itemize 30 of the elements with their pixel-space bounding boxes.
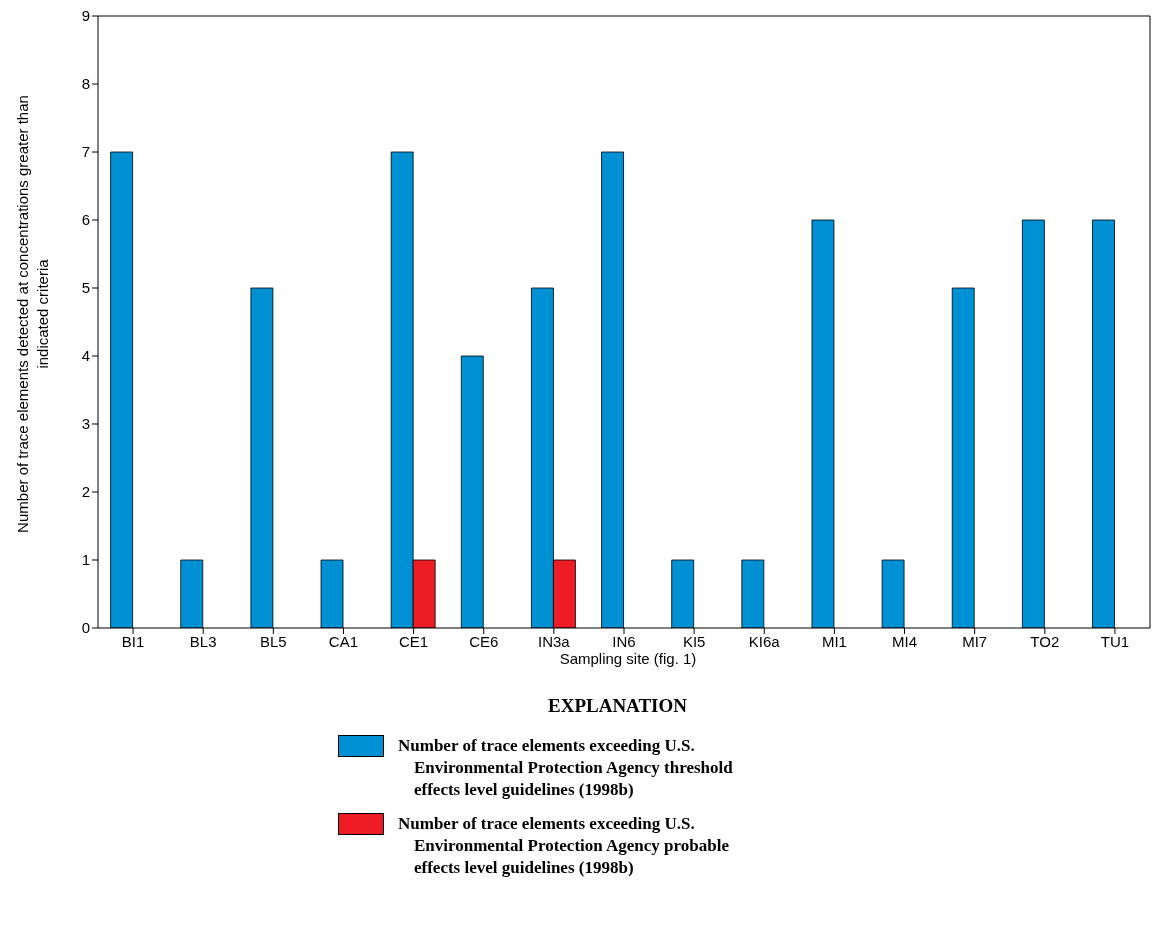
y-tick-label: 7 [81, 143, 90, 161]
x-tick-label: MI4 [892, 632, 918, 650]
x-tick-label: KI5 [682, 632, 706, 650]
x-tick-label: CE1 [399, 632, 429, 650]
x-tick-label: TU1 [1100, 632, 1130, 650]
legend-title: EXPLANATION [548, 695, 688, 717]
y-tick-label: 2 [81, 483, 90, 501]
x-tick-label: BL3 [189, 632, 217, 650]
y-tick-label: 9 [81, 7, 90, 25]
y-tick-label: 5 [81, 279, 90, 297]
y-tick-label: 3 [81, 415, 90, 433]
y-axis-title: Number of trace elements detected at concentrations greater than indicated criteria [13, 93, 52, 535]
x-tick-label: KI6a [748, 632, 781, 650]
x-tick-label: IN6 [612, 632, 636, 650]
x-tick-label: MI7 [962, 632, 988, 650]
legend-label: Number of trace elements exceeding U.S. Environmental Protection Agency probable effects level guidelines (1998b) [398, 813, 730, 879]
x-tick-label: BI1 [121, 632, 145, 650]
x-tick-label: TO2 [1030, 632, 1060, 650]
x-tick-label: MI1 [821, 632, 847, 650]
y-tick-label: 1 [81, 551, 90, 569]
y-tick-label: 6 [81, 211, 90, 229]
x-tick-label: CE6 [469, 632, 499, 650]
y-tick-label: 8 [81, 75, 90, 93]
y-tick-label: 0 [81, 619, 90, 637]
x-tick-label: IN3a [538, 632, 571, 650]
x-axis-title: Sampling site (fig. 1) [558, 650, 698, 667]
y-tick-label: 4 [81, 347, 90, 365]
legend-label: Number of trace elements exceeding U.S. Environmental Protection Agency threshold effects level guidelines (1998b) [398, 735, 734, 801]
x-tick-label: BL5 [259, 632, 287, 650]
x-tick-label: CA1 [328, 632, 359, 650]
